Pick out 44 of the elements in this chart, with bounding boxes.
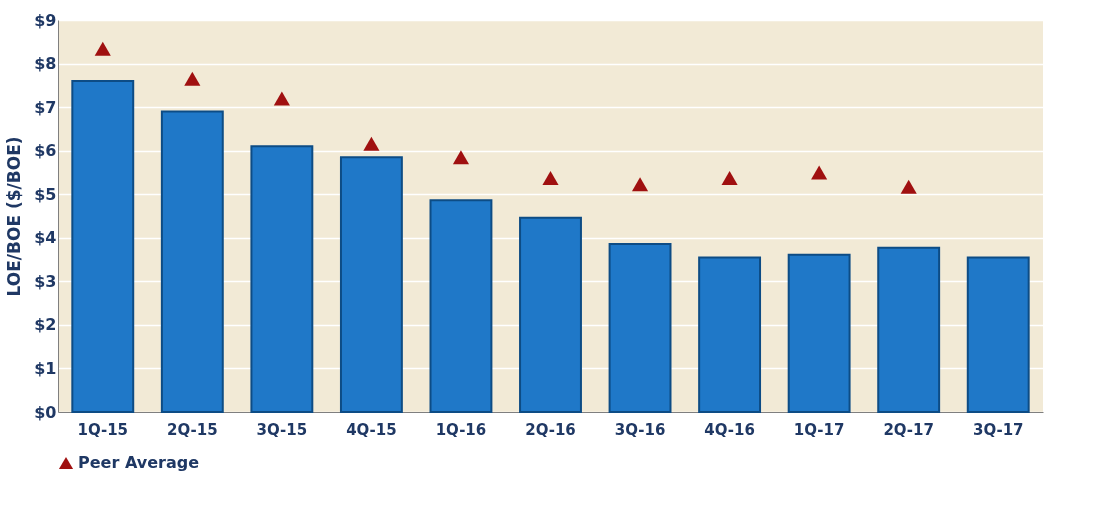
bar xyxy=(429,199,493,413)
point xyxy=(94,41,111,56)
bar xyxy=(160,110,224,413)
bar xyxy=(71,79,135,413)
point xyxy=(273,91,290,106)
x-tick-label: 4Q-15 xyxy=(346,420,397,439)
x-tick-label: 1Q-16 xyxy=(435,420,487,439)
point xyxy=(811,165,828,180)
x-tick-label: 4Q-16 xyxy=(704,420,755,439)
point xyxy=(184,71,201,86)
point xyxy=(900,179,917,194)
x-tick-label: 1Q-15 xyxy=(77,420,129,439)
point xyxy=(542,171,559,186)
x-tick-label: 2Q-17 xyxy=(883,420,934,439)
y-tick-label: $3 xyxy=(34,271,57,291)
y-tick-label: $4 xyxy=(34,228,57,248)
point xyxy=(452,150,470,165)
legend-label: Peer Average xyxy=(78,453,200,472)
bar xyxy=(966,256,1030,413)
x-tick-label: 1Q-17 xyxy=(793,420,845,439)
x-tick-label: 2Q-15 xyxy=(167,420,218,439)
x-tick-label: 3Q-15 xyxy=(256,420,308,439)
x-tick-label: 3Q-17 xyxy=(972,420,1024,439)
bar xyxy=(608,242,672,413)
y-tick-label: $0 xyxy=(34,402,57,422)
point xyxy=(631,177,649,192)
point xyxy=(721,171,738,186)
bar xyxy=(519,216,582,413)
bar xyxy=(787,253,851,413)
y-tick-label: $8 xyxy=(34,54,57,74)
bar xyxy=(339,156,403,413)
x-tick-label: 2Q-16 xyxy=(525,420,576,439)
y-tick-label: $9 xyxy=(34,10,57,30)
x-tick-label: 3Q-16 xyxy=(614,420,666,439)
y-tick-label: $7 xyxy=(34,97,57,117)
bar xyxy=(250,145,314,413)
point xyxy=(363,136,380,151)
bar xyxy=(698,256,762,413)
y-tick-label: $2 xyxy=(34,315,57,335)
y-tick-label: $6 xyxy=(34,141,57,161)
bar xyxy=(877,246,941,413)
y-tick-label: $5 xyxy=(34,184,57,204)
y-axis-title: LOE/BOE ($/BOE) xyxy=(4,136,25,297)
y-tick-label: $1 xyxy=(34,358,57,378)
